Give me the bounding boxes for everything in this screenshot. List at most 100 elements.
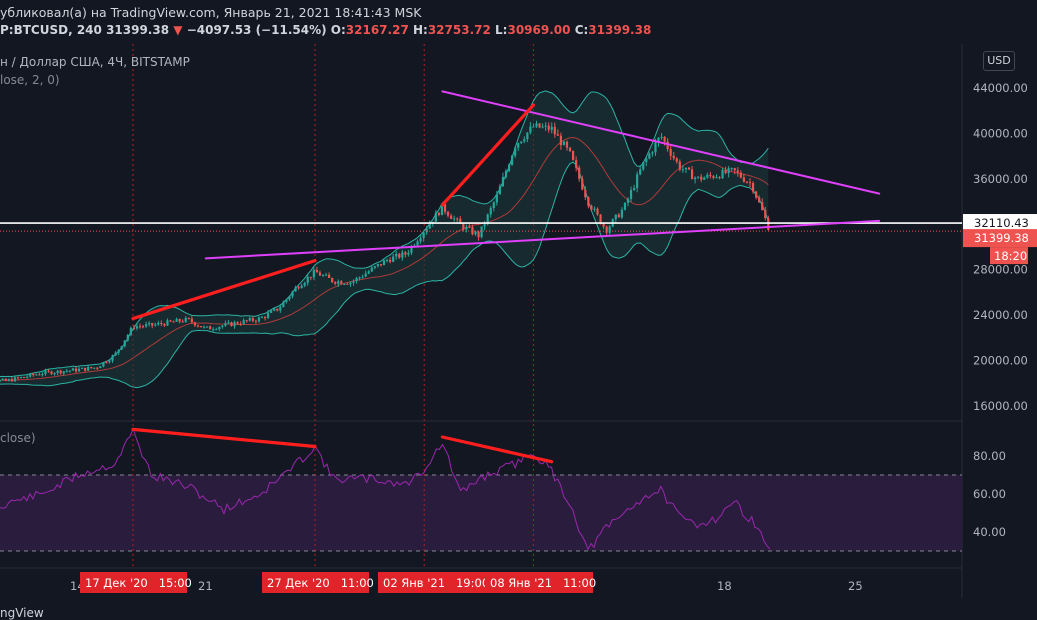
candle-body <box>318 272 322 276</box>
candle-body <box>651 152 654 154</box>
countdown-bg <box>990 247 1028 265</box>
candle-body <box>501 176 505 187</box>
price-tick-label: 28000.00 <box>973 263 1028 277</box>
candle-body <box>154 324 157 326</box>
candle-body <box>212 329 215 331</box>
candle-body <box>568 147 572 152</box>
triangle-lower-line[interactable] <box>204 219 881 260</box>
candle-body <box>462 223 465 230</box>
candle-body <box>352 281 355 283</box>
candle-body <box>690 169 694 180</box>
candle-body <box>260 317 264 319</box>
candle-body <box>38 374 41 376</box>
candle-body <box>221 325 224 328</box>
candle-body <box>486 214 489 225</box>
candle-body <box>23 377 26 379</box>
candle-body <box>206 326 209 328</box>
candle-body <box>102 362 105 367</box>
candle-body <box>53 373 56 375</box>
candle-body <box>459 218 462 224</box>
candle-body <box>590 205 593 210</box>
price-tick-label: 24000.00 <box>973 308 1028 322</box>
candle-body <box>233 322 236 327</box>
marker-date-bg <box>378 572 485 593</box>
candle-body <box>544 125 547 127</box>
candle-body <box>242 320 245 324</box>
candle-body <box>556 134 559 136</box>
candle-body <box>288 296 291 300</box>
price-trend-annotation[interactable] <box>440 103 536 207</box>
candle-body <box>1 378 4 380</box>
open-label: O: <box>330 23 346 37</box>
candle-body <box>361 276 364 278</box>
candle-body <box>474 231 477 235</box>
symbol-name[interactable]: P:BTCUSD, 240 <box>0 23 102 37</box>
price-tag-bg <box>963 214 1037 233</box>
candle-body <box>96 367 99 369</box>
candle-body <box>282 302 285 308</box>
candle-body <box>407 252 410 255</box>
candle-body <box>602 223 605 227</box>
price-trend-annotation[interactable] <box>131 259 317 321</box>
candle-body <box>553 126 556 135</box>
candle-body <box>755 191 758 198</box>
rsi-legend[interactable]: close) <box>0 431 36 445</box>
candle-body <box>767 218 770 231</box>
candle-body <box>306 276 309 283</box>
rsi-divergence-annotation[interactable] <box>131 427 317 449</box>
candle-body <box>270 310 273 313</box>
candle-body <box>379 264 383 266</box>
candle-body <box>648 153 651 159</box>
candle-body <box>87 367 90 371</box>
candle-body <box>273 308 276 311</box>
price-tick-label: 44000.00 <box>973 81 1028 95</box>
candle-body <box>4 378 7 381</box>
candle-body <box>492 202 495 209</box>
candle-body <box>575 160 578 168</box>
candle-body <box>16 377 20 379</box>
candle-body <box>111 355 114 361</box>
rsi-band <box>0 475 962 551</box>
candle-body <box>764 210 767 219</box>
candle-body <box>263 317 267 319</box>
rsi-divergence-annotation[interactable] <box>440 435 554 464</box>
candle-body <box>309 276 312 278</box>
candle-body <box>437 212 440 216</box>
candle-body <box>312 269 315 278</box>
instrument-legend[interactable]: н / Доллар США, 4Ч, BITSTAMP <box>0 55 190 69</box>
candle-body <box>35 374 38 376</box>
candle-body <box>44 370 47 374</box>
bollinger-legend[interactable]: lose, 2, 0) <box>0 73 60 87</box>
currency-button[interactable]: USD <box>983 51 1015 71</box>
candle-body <box>346 283 349 285</box>
triangle-upper-line[interactable] <box>441 90 881 195</box>
bollinger-lower <box>0 161 769 389</box>
candle-body <box>13 377 17 382</box>
candle-body <box>471 227 474 235</box>
candle-body <box>385 259 389 261</box>
low-label: L: <box>495 23 508 37</box>
candle-body <box>529 126 532 133</box>
candle-body <box>694 177 697 180</box>
candle-body <box>697 176 700 178</box>
candle-body <box>355 277 358 282</box>
candle-body <box>358 277 361 279</box>
candle-body <box>331 277 334 283</box>
candle-body <box>56 370 59 374</box>
candle-body <box>105 362 108 364</box>
candle-body <box>126 334 129 341</box>
candle-body <box>620 209 623 218</box>
candle-body <box>178 319 181 322</box>
candle-body <box>633 187 636 190</box>
candle-body <box>328 274 331 278</box>
candle-body <box>190 318 193 323</box>
bollinger-basis <box>0 137 769 381</box>
candle-body <box>480 226 483 238</box>
candle-body <box>398 253 401 258</box>
candle-body <box>120 346 123 350</box>
candle-body <box>199 326 203 328</box>
candle-body <box>148 323 151 325</box>
candle-body <box>507 164 511 171</box>
candle-body <box>526 132 529 140</box>
